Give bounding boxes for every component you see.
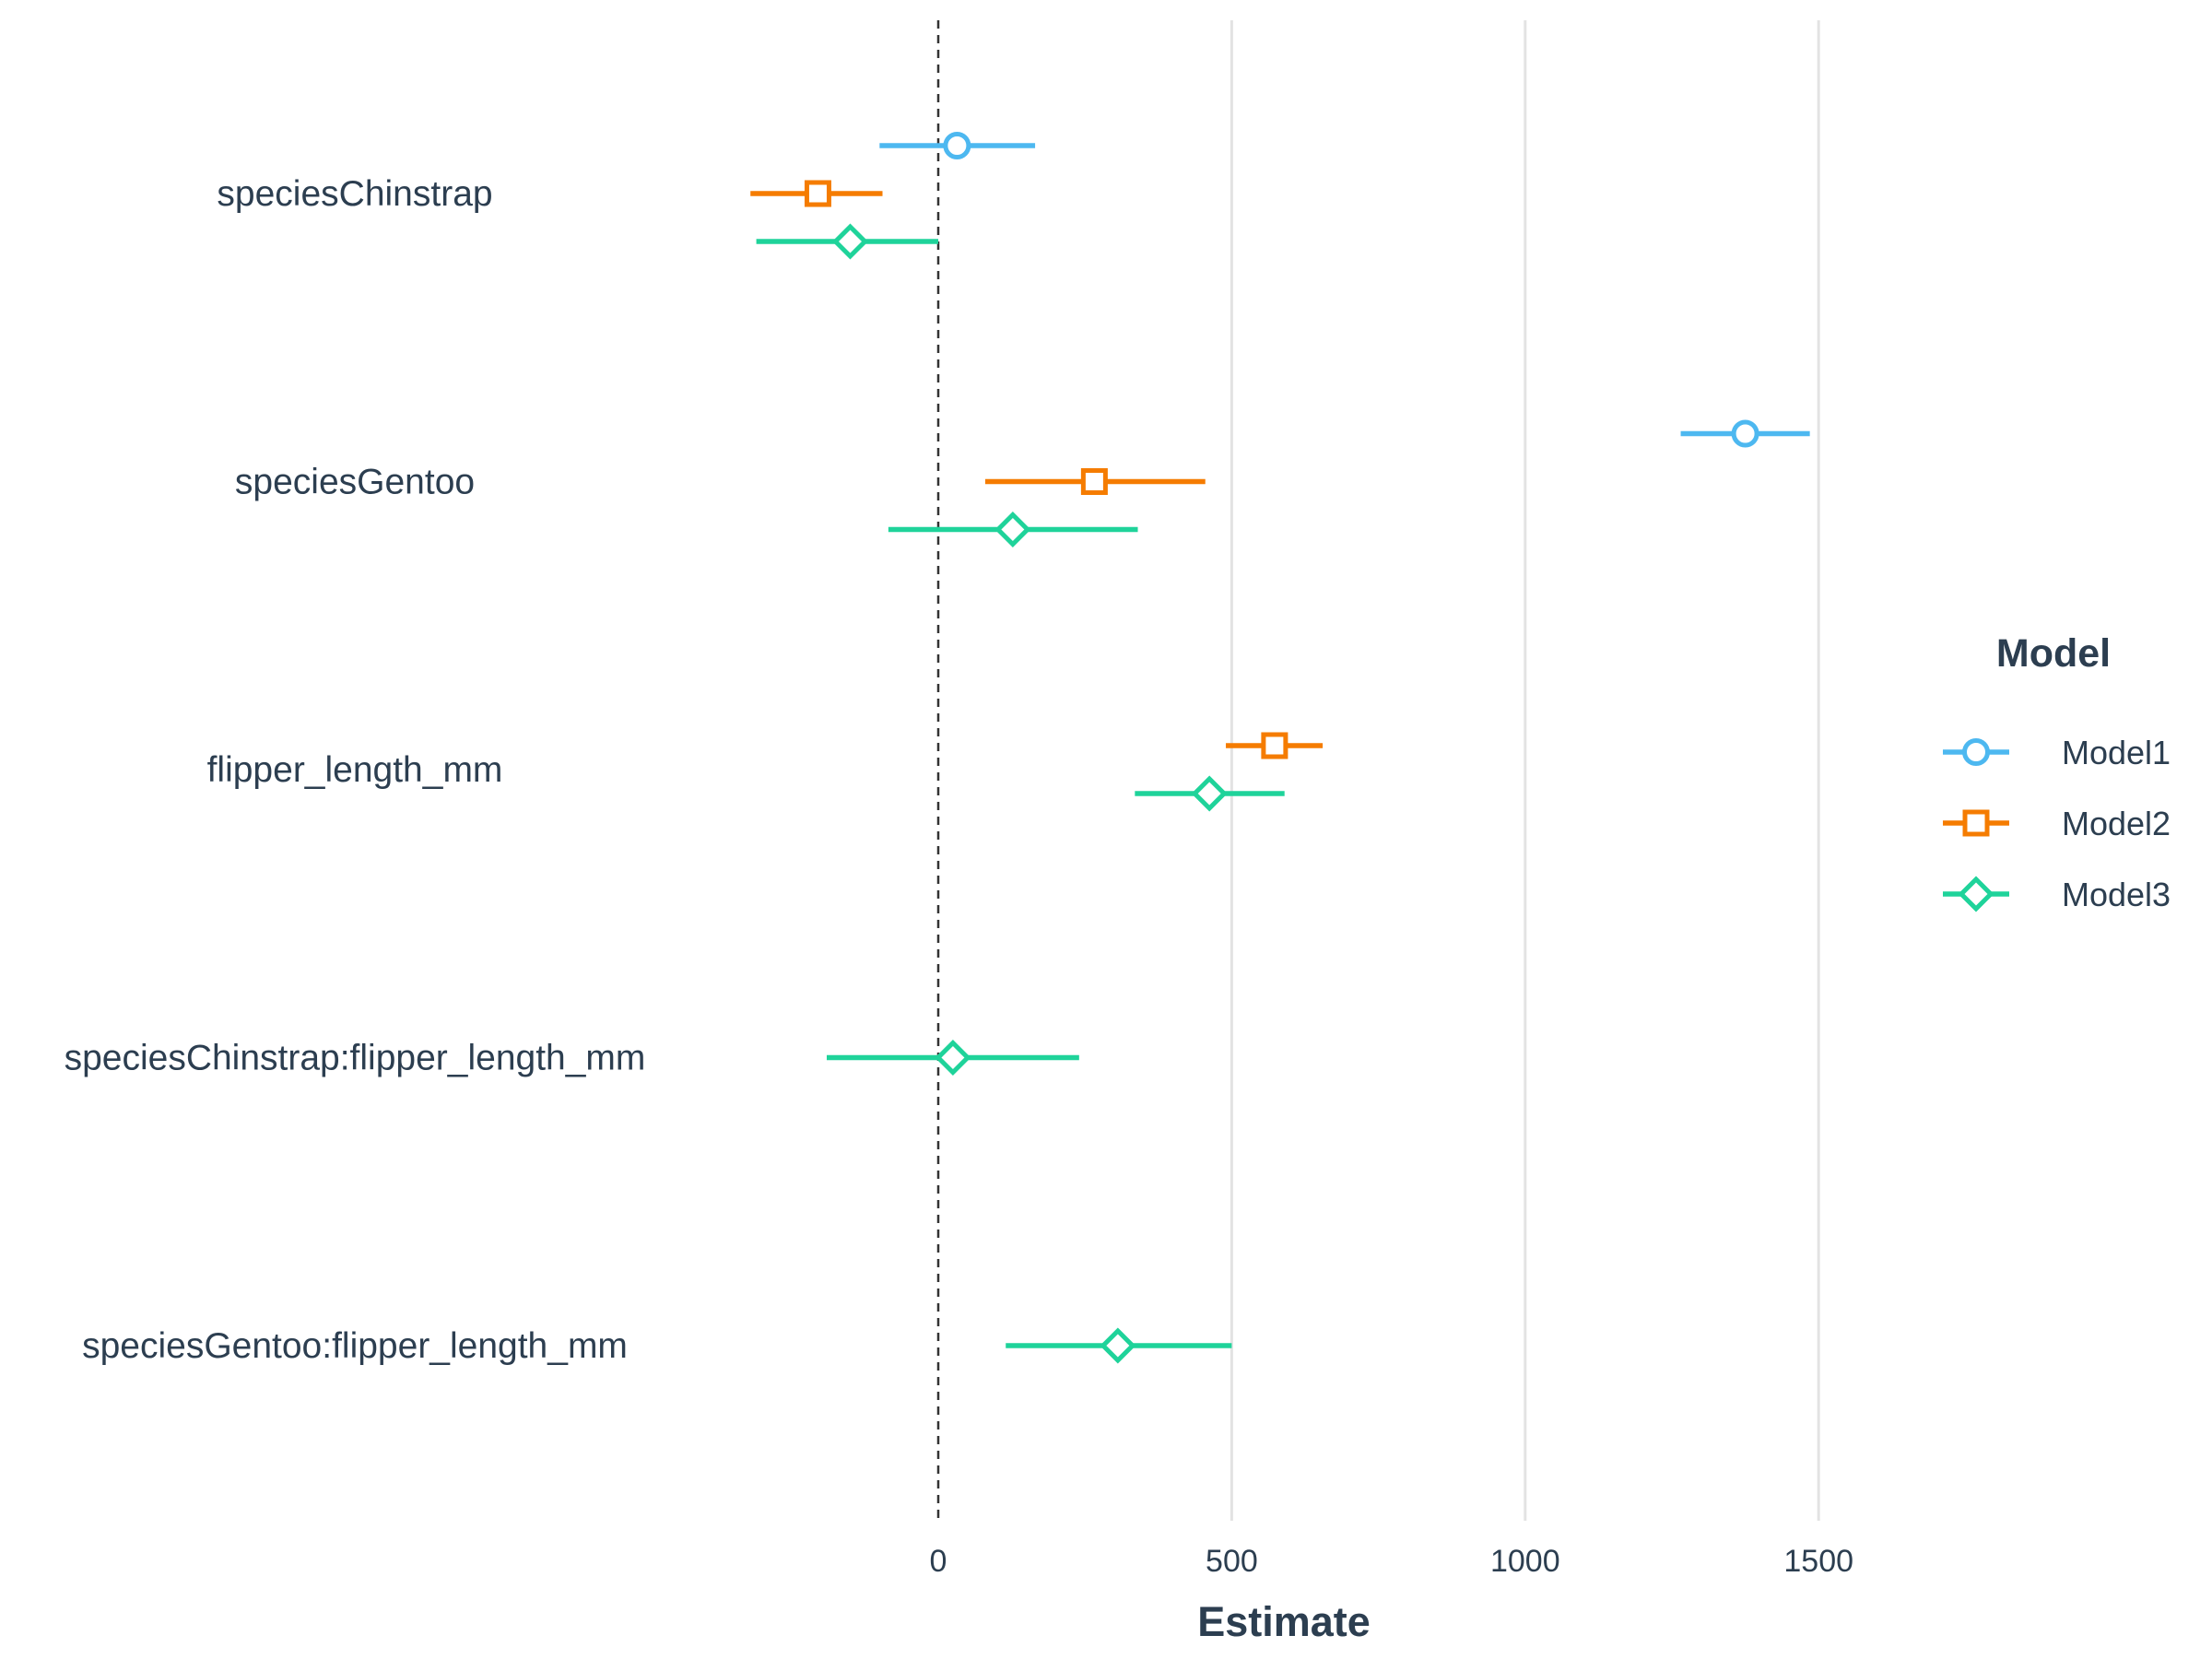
legend-title: Model [1996, 631, 2111, 676]
term-label-4: speciesGentoo:flipper_length_mm [82, 1326, 628, 1366]
legend-circle-icon [1962, 738, 1990, 766]
estimate-point-model3-2 [1191, 775, 1228, 812]
x-tick-label-1000: 1000 [1490, 1544, 1560, 1579]
estimate-point-model3-3 [935, 1039, 971, 1077]
legend-label-model3: Model3 [2062, 876, 2171, 913]
term-label-2: flipper_length_mm [207, 750, 503, 790]
term-label-1: speciesGentoo [235, 463, 475, 502]
estimate-point-model1-1 [1731, 419, 1759, 448]
series-model3 [756, 223, 1285, 1364]
x-axis-ticks: 0 500 1000 1500 [930, 1544, 1853, 1579]
estimate-marks [750, 132, 1810, 1364]
estimate-point-model2-2 [1261, 732, 1288, 759]
estimate-point-model1-0 [943, 132, 971, 159]
estimate-point-model3-4 [1100, 1327, 1136, 1364]
legend: Model Model1 Model2 Model3 [1943, 631, 2171, 913]
legend-square-icon [1962, 809, 1990, 837]
legend-item-model3: Model3 [1943, 876, 2171, 913]
term-labels: speciesChinstrap speciesGentoo flipper_len… [65, 174, 646, 1366]
x-tick-label-500: 500 [1206, 1544, 1258, 1579]
legend-label-model2: Model2 [2062, 805, 2171, 842]
estimate-point-model3-0 [831, 223, 869, 260]
x-tick-label-0: 0 [930, 1544, 947, 1579]
estimate-point-model2-0 [804, 180, 831, 207]
term-label-0: speciesChinstrap [217, 174, 492, 214]
legend-item-model1: Model1 [1943, 734, 2171, 771]
series-model1 [879, 132, 1810, 448]
legend-item-model2: Model2 [1943, 805, 2171, 842]
term-label-3: speciesChinstrap:flipper_length_mm [65, 1039, 646, 1078]
estimate-point-model3-1 [994, 511, 1031, 548]
grid-lines [1230, 20, 1820, 1521]
x-axis-title: Estimate [1197, 1598, 1371, 1645]
series-model2 [750, 180, 1324, 759]
x-tick-label-1500: 1500 [1783, 1544, 1853, 1579]
legend-label-model1: Model1 [2062, 734, 2171, 771]
estimate-point-model2-1 [1080, 468, 1108, 495]
legend-diamond-icon [1958, 876, 1994, 912]
